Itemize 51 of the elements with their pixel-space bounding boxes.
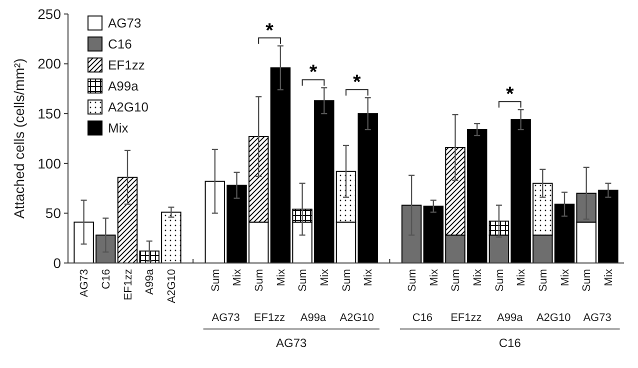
text: AG73 — [212, 312, 240, 324]
y-tick-label: 50 — [45, 205, 62, 222]
text: A2G10 — [340, 312, 374, 324]
x-tick-label: Mix — [362, 268, 375, 286]
legend-label: A99a — [108, 78, 140, 94]
annotation: * — [266, 20, 274, 42]
text: A99a — [497, 312, 524, 324]
x-tick-label: Mix — [232, 268, 244, 286]
text: EF1zz — [254, 312, 286, 324]
x-tick-label: Sum — [210, 269, 222, 292]
x-tick-label: Mix — [275, 268, 288, 286]
y-tick-label: 200 — [38, 56, 62, 72]
legend-label: AG73 — [108, 16, 142, 31]
x-tick-label: Sum — [406, 269, 418, 292]
annotation: * — [309, 62, 318, 84]
x-tick-label: Mix — [319, 268, 331, 286]
legend-label: A2G10 — [108, 100, 148, 115]
x-tick-label: Sum — [297, 269, 310, 292]
x-tick-label: Sum — [538, 269, 550, 292]
x-tick-label: Sum — [253, 269, 266, 292]
x-tick-label: Sum — [340, 269, 353, 292]
text: EF1zz — [450, 312, 482, 324]
x-tick-label: Mix — [428, 268, 440, 286]
x-tick-label: Sum — [581, 269, 594, 292]
legend-label: EF1zz — [108, 58, 145, 73]
y-axis-title: Attached cells (cells/mm²) — [11, 58, 27, 219]
y-tick-label: 100 — [38, 155, 62, 172]
text: A99a — [300, 312, 327, 324]
x-tick-label: Mix — [559, 268, 572, 286]
x-tick-label: Mix — [603, 268, 616, 286]
x-tick-label: A2G10 — [166, 269, 178, 304]
text: C16 — [498, 336, 522, 350]
text: AG73 — [583, 312, 612, 324]
annotation: * — [506, 84, 514, 106]
legend-label: C16 — [108, 36, 132, 52]
annotation: * — [353, 72, 362, 94]
text: C16 — [412, 312, 433, 324]
y-tick-label: 250 — [38, 6, 62, 22]
x-tick-label: Sum — [494, 269, 506, 292]
y-tick-label: 150 — [38, 106, 62, 122]
y-tick-label: 0 — [53, 254, 62, 271]
text: A2G10 — [536, 312, 571, 324]
x-tick-label: AG73 — [78, 269, 91, 298]
x-tick-label: Mix — [472, 268, 484, 286]
x-tick-label: Mix — [516, 268, 528, 286]
x-tick-label: EF1zz — [122, 269, 134, 300]
x-tick-label: Sum — [450, 269, 462, 292]
x-tick-label: C16 — [100, 269, 112, 290]
text: AG73 — [276, 336, 308, 350]
legend-label: Mix — [108, 120, 129, 136]
x-tick-label: A99a — [144, 268, 156, 295]
